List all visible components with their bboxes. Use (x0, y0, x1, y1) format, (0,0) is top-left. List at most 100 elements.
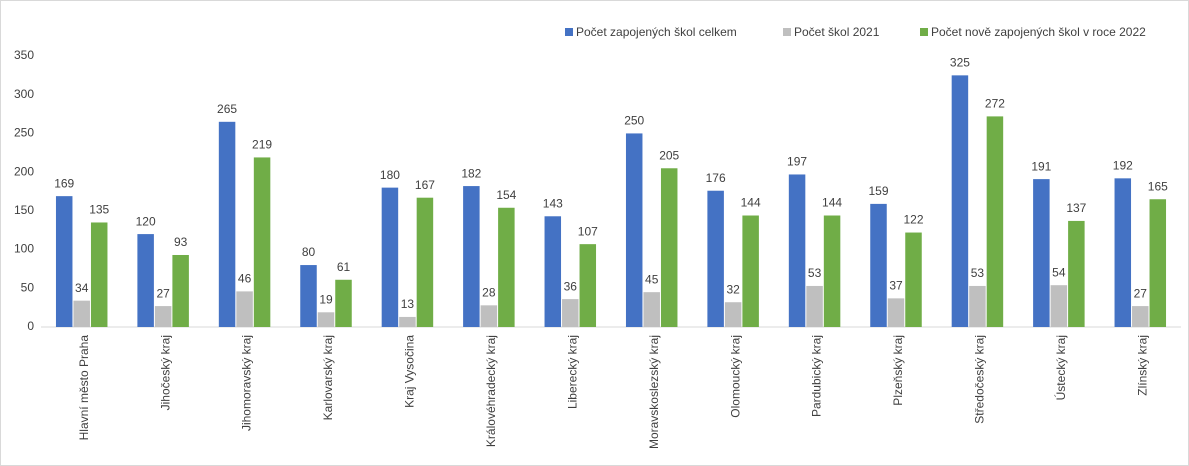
data-label: 36 (564, 279, 578, 293)
bar (55, 196, 73, 327)
data-label: 27 (1134, 286, 1148, 300)
y-tick-label: 150 (14, 203, 34, 217)
bar (707, 190, 724, 327)
bar (1033, 179, 1050, 327)
data-label: 167 (415, 178, 435, 192)
bar (544, 216, 562, 327)
data-label: 182 (461, 166, 481, 180)
data-label: 272 (985, 97, 1005, 111)
y-tick-label: 300 (14, 87, 34, 101)
x-tick-label: Pardubický kraj (810, 335, 824, 417)
bar (218, 121, 236, 327)
bar (399, 316, 416, 327)
data-label: 144 (822, 196, 842, 210)
data-label: 265 (217, 102, 237, 116)
x-tick-label: Zlínský kraj (1135, 335, 1149, 396)
bar (986, 116, 1004, 327)
x-tick-label: Olomoucký kraj (728, 335, 742, 418)
x-tick-label: Jihočeský kraj (158, 335, 172, 410)
legend-label: Počet nově zapojených škol v roce 2022 (931, 25, 1146, 39)
bar (625, 133, 643, 327)
data-label: 54 (1052, 265, 1066, 279)
bar (788, 174, 806, 327)
bar (381, 187, 399, 327)
data-label: 19 (319, 292, 333, 306)
bar (137, 234, 154, 327)
bar (870, 203, 887, 327)
bar (905, 232, 922, 327)
data-label: 137 (1066, 201, 1086, 215)
bar (1050, 285, 1068, 327)
y-tick-label: 50 (21, 280, 35, 294)
data-label: 192 (1113, 159, 1133, 173)
bar (951, 75, 969, 327)
data-label: 219 (252, 138, 272, 152)
bar (154, 306, 172, 327)
bar (823, 215, 841, 327)
x-tick-label: Liberecký kraj (565, 335, 579, 409)
bar (887, 298, 905, 327)
x-tick-label: Kraj Vysočina (403, 335, 417, 408)
data-label: 165 (1148, 179, 1168, 193)
x-tick-label: Moravskoslezský kraj (647, 335, 661, 449)
y-tick-label: 250 (14, 126, 34, 140)
y-tick-label: 0 (27, 319, 34, 333)
legend-swatch (920, 28, 928, 36)
bar (1068, 220, 1085, 327)
bar (806, 285, 823, 327)
bar (1132, 306, 1149, 327)
data-label: 120 (136, 214, 156, 228)
data-label: 176 (706, 171, 726, 185)
data-label: 27 (156, 286, 170, 300)
data-label: 107 (578, 224, 598, 238)
bar (562, 299, 579, 327)
bar (172, 254, 189, 327)
data-label: 34 (75, 281, 89, 295)
legend-label: Počet škol 2021 (794, 25, 880, 39)
x-tick-label: Jihomoravský kraj (240, 335, 254, 431)
data-label: 28 (482, 285, 496, 299)
data-label: 180 (380, 168, 400, 182)
bar (236, 291, 253, 327)
bar (724, 302, 742, 327)
data-label: 169 (54, 176, 74, 190)
data-label: 37 (889, 279, 903, 293)
x-tick-label: Karlovarský kraj (321, 335, 335, 420)
bar (480, 305, 498, 327)
data-label: 122 (903, 213, 923, 227)
data-label: 80 (302, 245, 316, 259)
legend-swatch (783, 28, 791, 36)
x-tick-label: Středočeský kraj (973, 335, 987, 424)
bar (969, 285, 986, 327)
x-tick-label: Plzeňský kraj (891, 335, 905, 406)
data-label: 45 (645, 272, 659, 286)
data-label: 250 (624, 114, 644, 128)
data-label: 159 (868, 184, 888, 198)
data-label: 53 (808, 266, 822, 280)
data-label: 205 (659, 148, 679, 162)
bar (300, 265, 317, 327)
data-label: 135 (89, 203, 109, 217)
data-label: 154 (496, 188, 516, 202)
bar (90, 222, 108, 327)
bar (463, 186, 480, 327)
x-tick-label: Hlavní město Praha (77, 335, 91, 441)
bar (1114, 178, 1132, 327)
data-label: 197 (787, 155, 807, 169)
data-label: 53 (971, 266, 985, 280)
bar (416, 197, 434, 327)
data-label: 93 (174, 235, 188, 249)
bar (660, 168, 678, 327)
data-label: 144 (741, 196, 761, 210)
legend-label: Počet zapojených škol celkem (576, 25, 737, 39)
bar (253, 157, 271, 327)
data-label: 143 (543, 196, 563, 210)
bar (1149, 199, 1167, 327)
data-label: 32 (726, 282, 740, 296)
bar (335, 279, 352, 327)
y-tick-label: 200 (14, 164, 34, 178)
data-label: 13 (401, 297, 415, 311)
bar (742, 215, 759, 327)
data-label: 325 (950, 56, 970, 70)
